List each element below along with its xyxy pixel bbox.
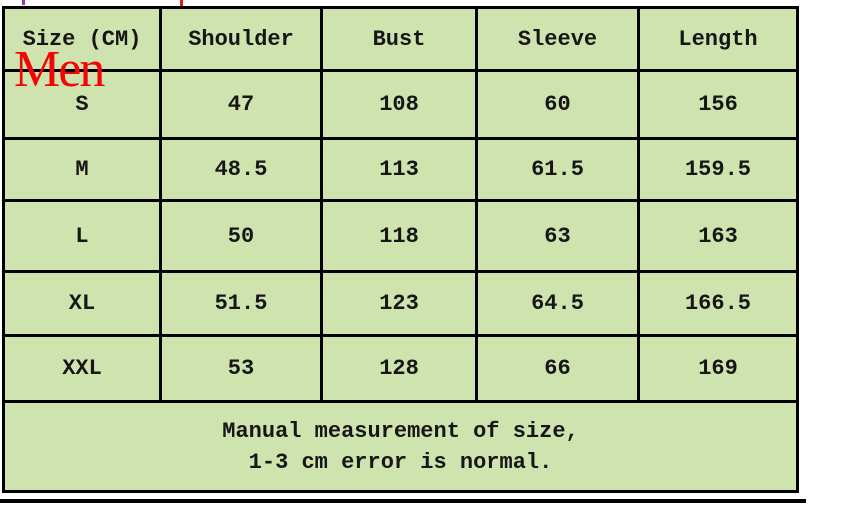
ruler-tick-purple-icon [22, 0, 25, 5]
note-row: Manual measurement of size, 1-3 cm error… [2, 400, 799, 493]
shoulder-value: 50 [159, 199, 323, 273]
bust-value: 108 [320, 69, 478, 140]
length-value: 156 [637, 69, 799, 140]
length-value: 169 [637, 334, 799, 403]
sleeve-value: 64.5 [475, 270, 640, 337]
bust-value: 123 [320, 270, 478, 337]
bust-value: 128 [320, 334, 478, 403]
size-label: XXL [2, 334, 162, 403]
col-header-size: Size (CM) [2, 6, 162, 72]
col-header-length: Length [637, 6, 799, 72]
ruler-tick-red-icon [180, 0, 183, 6]
measurement-note-line1: Manual measurement of size, [222, 418, 579, 444]
size-label: S [2, 69, 162, 140]
bust-value: 113 [320, 137, 478, 202]
sleeve-value: 60 [475, 69, 640, 140]
length-value: 166.5 [637, 270, 799, 337]
sleeve-value: 61.5 [475, 137, 640, 202]
table-row-xxl: XXL 53 128 66 169 [2, 334, 799, 403]
size-chart-table: Size (CM) Shoulder Bust Sleeve Length S … [2, 6, 799, 493]
table-row-s: S 47 108 60 156 [2, 69, 799, 140]
size-label: L [2, 199, 162, 273]
sleeve-value: 63 [475, 199, 640, 273]
shoulder-value: 51.5 [159, 270, 323, 337]
header-row: Size (CM) Shoulder Bust Sleeve Length [2, 6, 799, 72]
shoulder-value: 53 [159, 334, 323, 403]
col-header-shoulder: Shoulder [159, 6, 323, 72]
measurement-note-line2: 1-3 cm error is normal. [248, 449, 553, 475]
col-header-sleeve: Sleeve [475, 6, 640, 72]
shoulder-value: 47 [159, 69, 323, 140]
length-value: 163 [637, 199, 799, 273]
table-row-l: L 50 118 63 163 [2, 199, 799, 273]
table-row-xl: XL 51.5 123 64.5 166.5 [2, 270, 799, 337]
measurement-note-cell: Manual measurement of size, 1-3 cm error… [2, 400, 799, 493]
sleeve-value: 66 [475, 334, 640, 403]
length-value: 159.5 [637, 137, 799, 202]
size-label: M [2, 137, 162, 202]
bottom-divider-line [0, 499, 806, 503]
table-row-m: M 48.5 113 61.5 159.5 [2, 137, 799, 202]
shoulder-value: 48.5 [159, 137, 323, 202]
col-header-bust: Bust [320, 6, 478, 72]
gender-overlay-label: Men [14, 41, 105, 98]
size-label: XL [2, 270, 162, 337]
bust-value: 118 [320, 199, 478, 273]
